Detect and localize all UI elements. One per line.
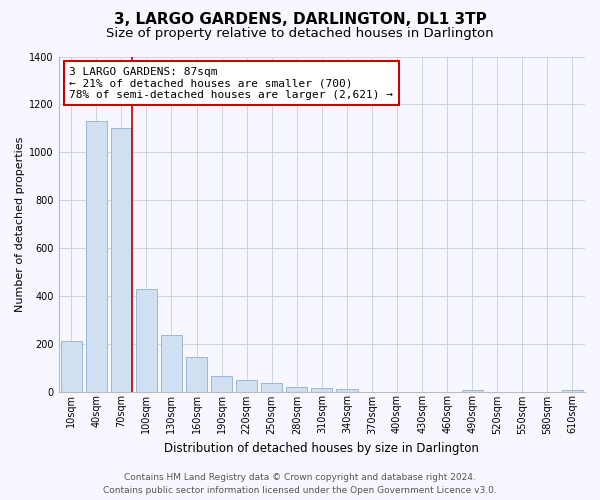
Bar: [110, 128, 132, 392]
Bar: [286, 386, 307, 392]
Text: 3 LARGO GARDENS: 87sqm
← 21% of detached houses are smaller (700)
78% of semi-de: 3 LARGO GARDENS: 87sqm ← 21% of detached…: [69, 66, 393, 100]
Bar: [311, 388, 332, 392]
Bar: [461, 390, 483, 392]
Bar: [86, 121, 107, 392]
Bar: [61, 342, 82, 392]
Bar: [161, 336, 182, 392]
Bar: [186, 357, 207, 392]
X-axis label: Distribution of detached houses by size in Darlington: Distribution of detached houses by size …: [164, 442, 479, 455]
Bar: [211, 376, 232, 392]
Text: Size of property relative to detached houses in Darlington: Size of property relative to detached ho…: [106, 28, 494, 40]
Bar: [261, 383, 283, 392]
Bar: [136, 288, 157, 392]
Bar: [336, 389, 358, 392]
Text: 3, LARGO GARDENS, DARLINGTON, DL1 3TP: 3, LARGO GARDENS, DARLINGTON, DL1 3TP: [113, 12, 487, 28]
Text: Contains HM Land Registry data © Crown copyright and database right 2024.
Contai: Contains HM Land Registry data © Crown c…: [103, 474, 497, 495]
Bar: [562, 390, 583, 392]
Y-axis label: Number of detached properties: Number of detached properties: [15, 136, 25, 312]
Bar: [236, 380, 257, 392]
